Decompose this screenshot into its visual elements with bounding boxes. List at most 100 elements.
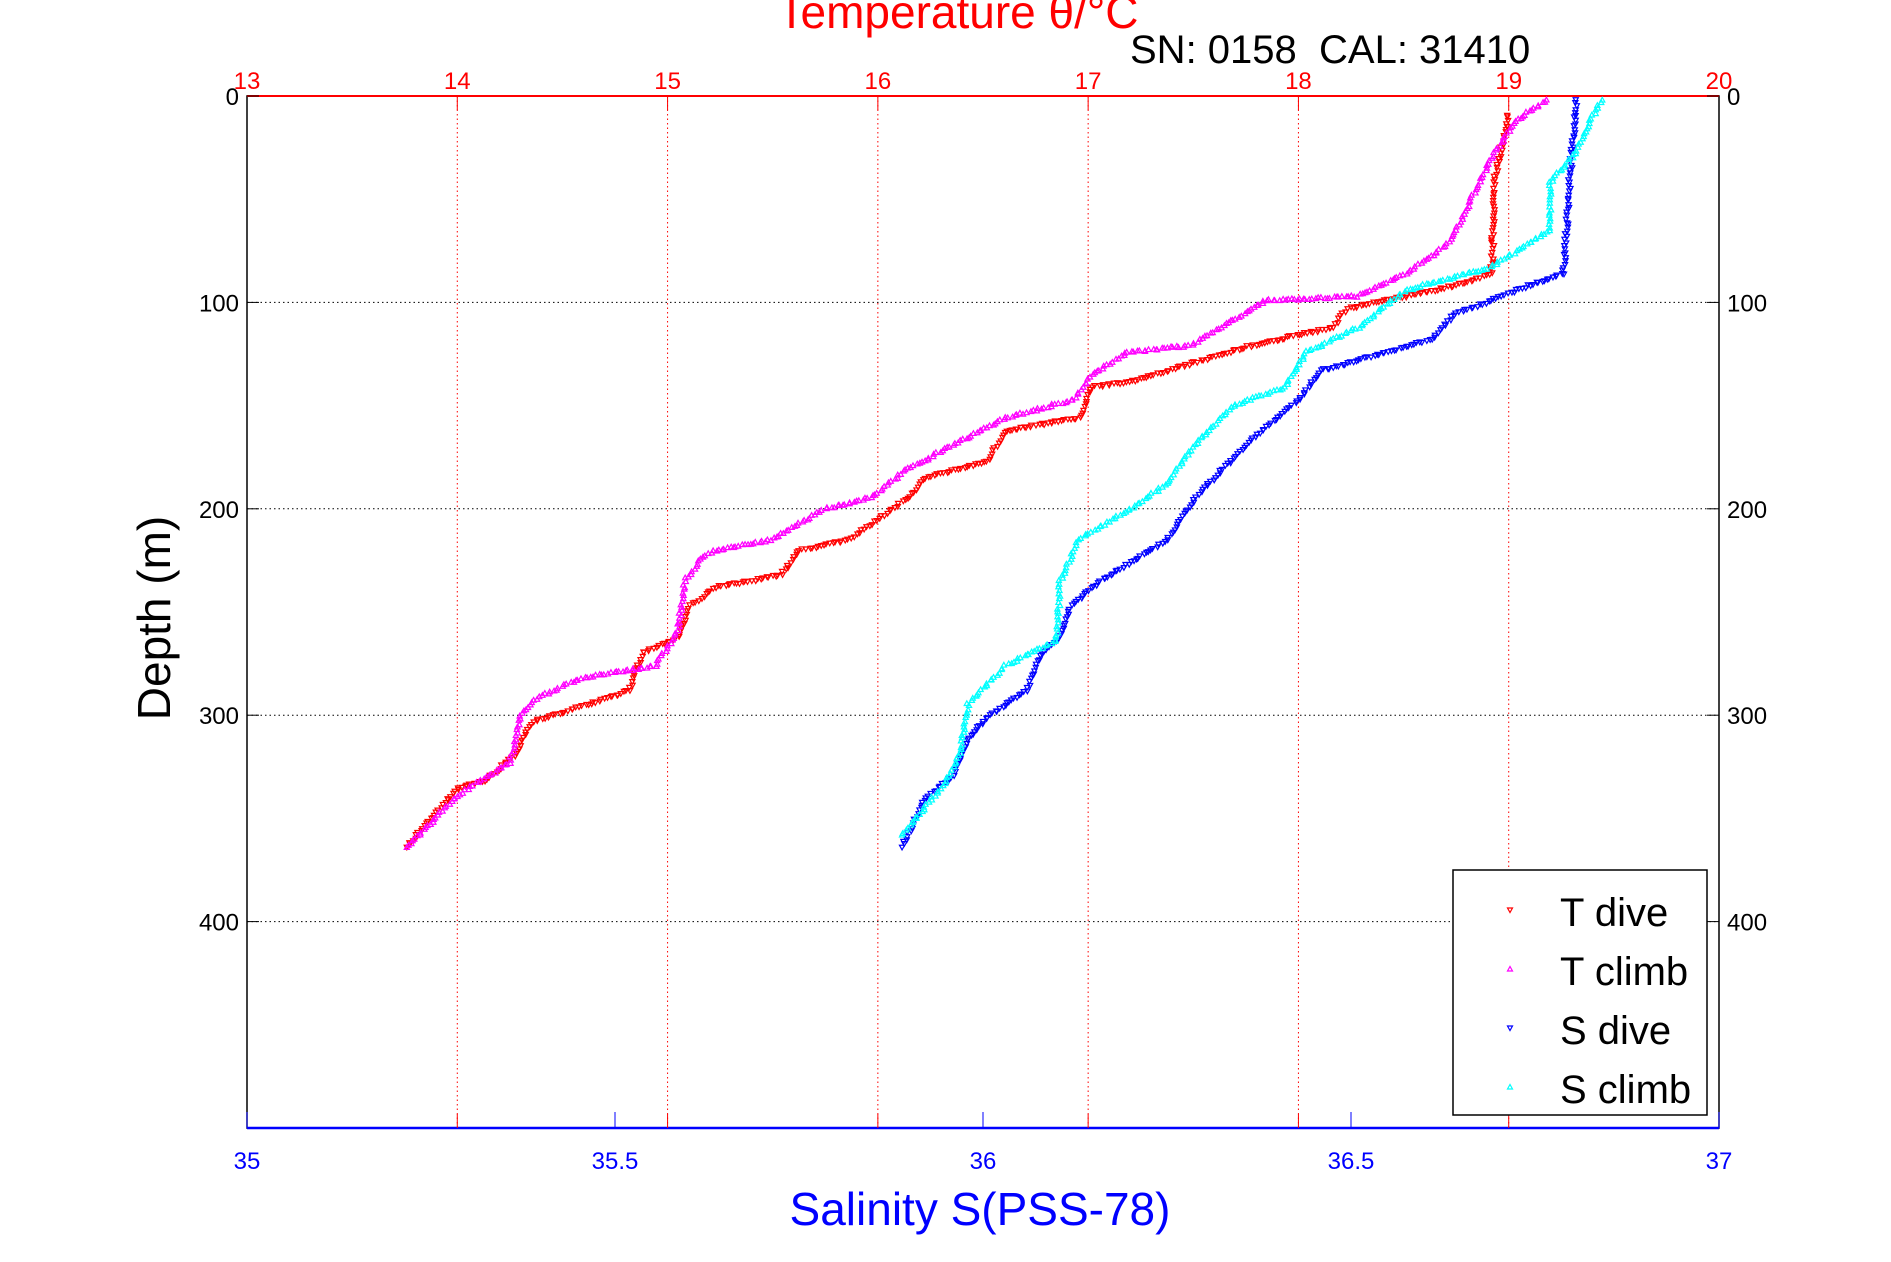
data-point	[1181, 363, 1189, 371]
data-point	[1511, 249, 1519, 257]
data-point	[856, 530, 864, 537]
series-s-dive	[898, 97, 1581, 852]
data-point	[1526, 238, 1535, 245]
data-point	[1423, 279, 1431, 287]
data-point	[1285, 405, 1293, 412]
data-point	[1054, 598, 1063, 606]
data-point	[891, 475, 900, 482]
data-point	[491, 768, 500, 776]
data-point	[684, 573, 693, 580]
data-point	[1597, 98, 1605, 106]
data-point	[843, 536, 852, 544]
data-point	[1487, 239, 1496, 247]
data-point	[989, 421, 998, 428]
data-point	[1384, 349, 1392, 356]
data-point	[1292, 363, 1301, 371]
data-point	[1158, 344, 1166, 351]
data-point	[1000, 704, 1008, 711]
data-point	[1051, 637, 1059, 644]
data-point	[1359, 301, 1368, 309]
data-point	[1141, 347, 1149, 355]
data-point	[1186, 362, 1194, 369]
data-point	[1099, 364, 1107, 372]
data-point	[1347, 291, 1355, 299]
data-point	[1366, 314, 1375, 322]
data-point	[1493, 260, 1501, 268]
data-point	[1178, 457, 1186, 465]
data-point	[924, 455, 932, 463]
data-point	[1283, 377, 1292, 385]
data-point	[1054, 399, 1062, 406]
data-point	[898, 831, 906, 838]
legend-box	[1452, 869, 1708, 1116]
data-point	[1459, 215, 1467, 222]
data-point	[1033, 645, 1041, 652]
data-point	[582, 701, 591, 709]
data-point	[921, 475, 929, 483]
data-point	[1435, 277, 1443, 285]
data-point	[1054, 618, 1062, 626]
data-point	[558, 710, 567, 717]
data-point	[740, 578, 749, 586]
data-point	[1545, 178, 1553, 185]
data-point	[963, 708, 971, 716]
data-point	[1259, 427, 1267, 435]
data-point	[1230, 402, 1239, 409]
y-tick-label: 100	[199, 290, 239, 317]
data-point	[1087, 528, 1095, 535]
data-point	[1406, 285, 1415, 292]
data-point	[1564, 197, 1572, 204]
data-point	[731, 542, 739, 550]
data-point	[757, 576, 765, 583]
y-tick-label-right: 0	[1727, 84, 1740, 111]
data-point	[870, 518, 879, 525]
data-point	[680, 585, 688, 592]
data-point	[1294, 331, 1302, 339]
salinity-tick-label: 36	[970, 1148, 997, 1175]
data-point	[1157, 370, 1165, 378]
data-point	[1573, 103, 1581, 110]
data-point	[1099, 383, 1107, 391]
data-point	[1491, 182, 1499, 189]
data-point	[1270, 386, 1278, 394]
data-point	[1299, 295, 1308, 302]
data-point	[1361, 354, 1369, 362]
data-point	[1488, 262, 1496, 270]
data-point	[1566, 170, 1574, 177]
data-point	[1464, 269, 1472, 276]
data-point	[667, 639, 675, 647]
data-point	[963, 434, 971, 442]
data-point	[501, 760, 509, 768]
data-point	[1562, 216, 1570, 224]
data-point	[1561, 246, 1569, 253]
data-point	[1226, 405, 1234, 413]
data-point	[1416, 290, 1425, 298]
data-point	[703, 591, 711, 598]
data-point	[1325, 337, 1334, 345]
data-point	[840, 500, 848, 508]
y-tick-label-right: 400	[1727, 910, 1767, 937]
data-point	[975, 723, 983, 730]
data-point	[1083, 375, 1092, 382]
data-point	[1356, 290, 1364, 297]
data-point	[1116, 511, 1125, 518]
data-point	[1037, 405, 1046, 412]
data-point	[1446, 237, 1454, 245]
data-point	[1059, 574, 1067, 581]
data-point	[1044, 403, 1052, 411]
data-point	[1331, 292, 1339, 300]
data-point	[1054, 615, 1062, 623]
data-point	[1563, 212, 1571, 219]
data-point	[939, 781, 947, 789]
data-point	[1072, 393, 1080, 401]
data-point	[644, 648, 653, 655]
data-point	[1561, 161, 1569, 168]
data-point	[944, 775, 953, 783]
data-point	[1380, 297, 1388, 304]
data-point	[1221, 462, 1229, 470]
data-point	[1005, 699, 1013, 706]
data-point	[1329, 364, 1337, 372]
data-point	[1571, 99, 1579, 107]
data-point	[868, 493, 876, 501]
legend-marker	[1506, 907, 1514, 914]
